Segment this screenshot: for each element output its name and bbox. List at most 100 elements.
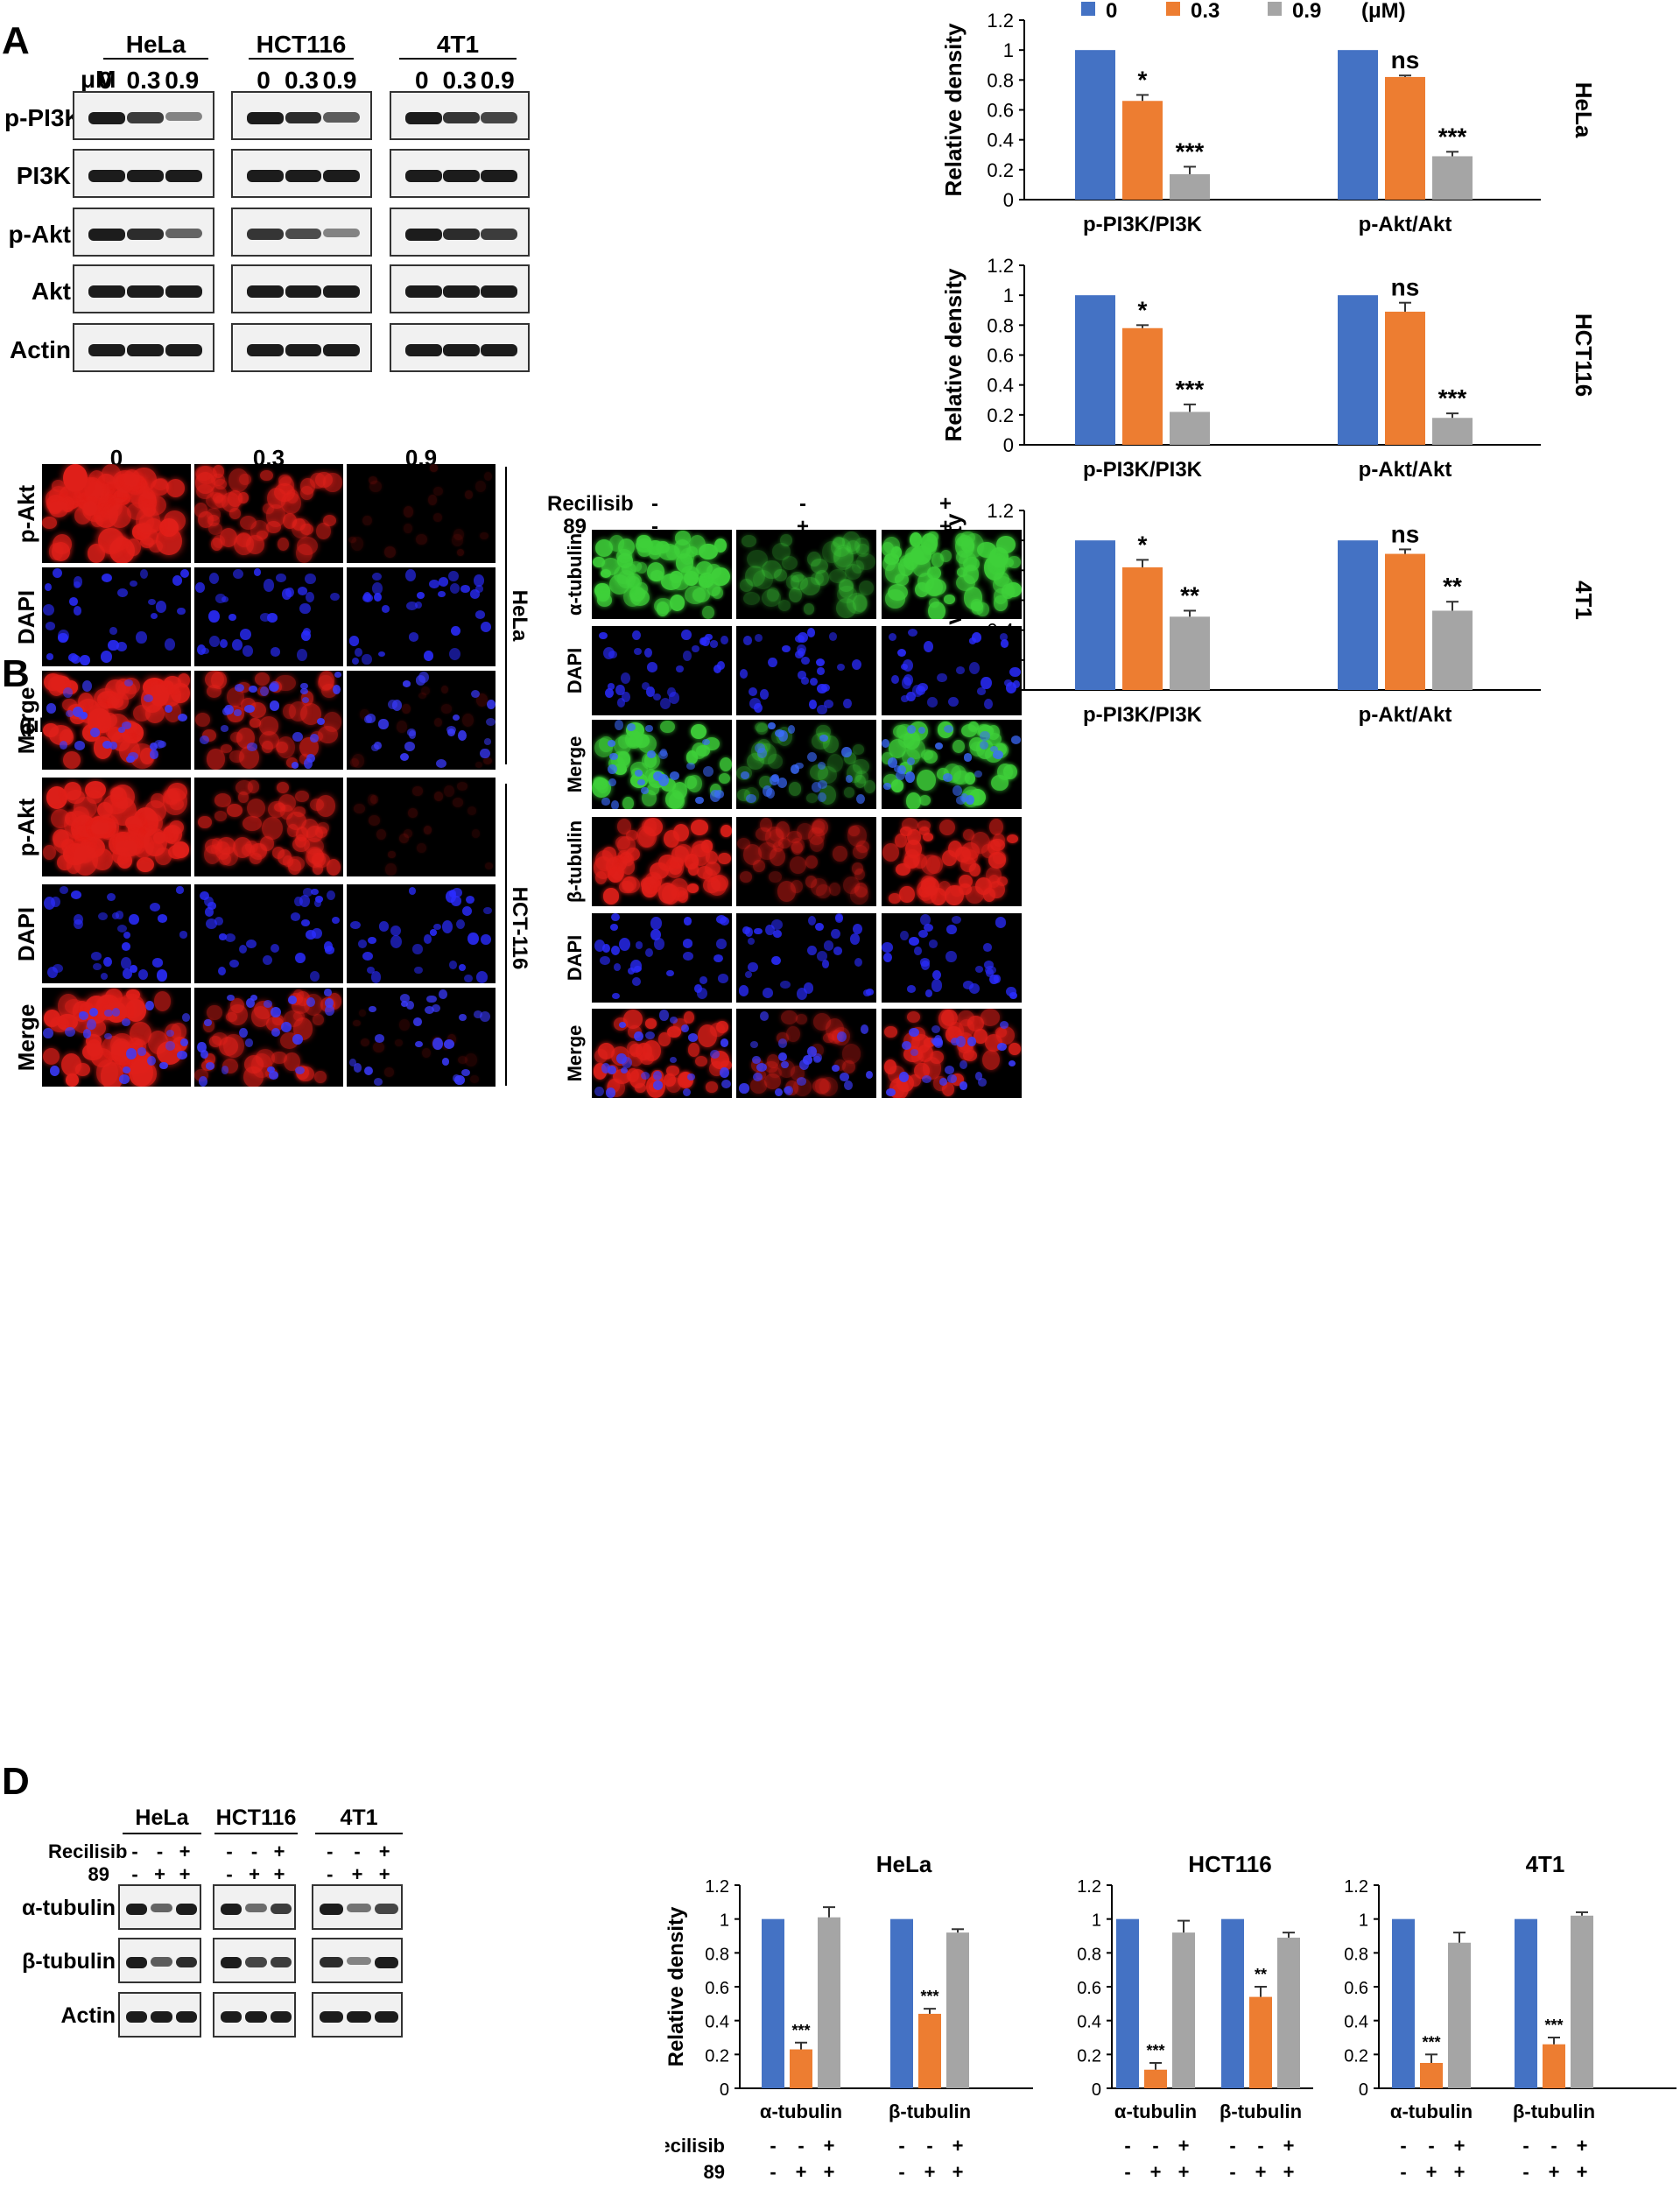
nucleus <box>780 981 791 989</box>
cell-body <box>242 815 262 832</box>
category-label: p-Akt/Akt <box>1359 458 1452 482</box>
significance-label: ns <box>1391 274 1420 301</box>
nucleus <box>966 794 974 805</box>
cell-body <box>399 834 410 844</box>
nucleus <box>195 582 205 594</box>
western-blot-strip <box>231 264 372 313</box>
nucleus <box>947 1074 957 1083</box>
nucleus <box>46 966 58 978</box>
cell-body <box>65 1073 79 1087</box>
protein-band <box>88 112 126 124</box>
nucleus <box>770 919 783 930</box>
protein-band <box>247 344 284 356</box>
nucleus <box>233 709 243 716</box>
group-underline <box>249 58 354 60</box>
cell-body <box>739 870 753 883</box>
nucleus <box>388 700 397 710</box>
significance-label: ** <box>1443 573 1462 600</box>
nucleus <box>897 764 906 774</box>
nucleus <box>121 1018 130 1027</box>
nucleus <box>334 671 342 679</box>
nucleus <box>267 1066 275 1073</box>
protein-band <box>165 285 202 298</box>
nucleus <box>659 698 671 710</box>
cell-body <box>84 482 110 505</box>
nucleus <box>795 762 804 770</box>
bar <box>762 1918 784 2088</box>
cell-body <box>429 464 439 472</box>
nucleus <box>762 785 773 798</box>
category-label: p-PI3K/PI3K <box>1083 703 1203 727</box>
nucleus <box>906 757 915 766</box>
nucleus <box>855 793 865 804</box>
cell-body <box>423 826 432 835</box>
treatment-sign: + <box>1178 2135 1190 2157</box>
nucleus <box>808 700 817 709</box>
nucleus <box>975 1072 983 1080</box>
protein-band <box>126 112 165 123</box>
cell-body <box>194 713 211 728</box>
cell-body <box>974 1028 988 1044</box>
cell-body <box>812 1013 832 1031</box>
nucleus <box>43 1027 53 1039</box>
nucleus <box>324 1004 334 1017</box>
cell-body <box>616 818 631 834</box>
nucleus <box>46 703 56 714</box>
nucleus <box>860 1024 869 1034</box>
nucleus <box>245 939 257 949</box>
bar <box>1221 1918 1244 2088</box>
nucleus <box>165 1030 174 1037</box>
row-label: p-Akt <box>13 484 39 543</box>
nucleus <box>917 682 929 693</box>
cell-body <box>457 1055 467 1064</box>
nucleus <box>926 697 938 708</box>
cell-body <box>230 997 245 1013</box>
nucleus <box>353 1063 362 1073</box>
nucleus <box>317 718 326 726</box>
nucleus <box>172 575 183 586</box>
row-label: Merge <box>13 1003 39 1071</box>
cell-body <box>887 583 908 602</box>
protein-band <box>125 1904 148 1915</box>
nucleus <box>659 1010 669 1021</box>
nucleus <box>450 582 460 594</box>
nucleus <box>611 946 621 956</box>
nucleus <box>923 641 933 653</box>
cell-body <box>288 701 307 722</box>
nucleus <box>159 1061 168 1070</box>
nucleus <box>696 988 708 1000</box>
cell-body <box>351 753 364 768</box>
nucleus <box>901 663 909 671</box>
nucleus <box>716 939 727 949</box>
nucleus <box>46 622 56 630</box>
nucleus <box>720 1038 729 1047</box>
nucleus <box>667 686 676 698</box>
nucleus <box>749 687 757 697</box>
nucleus <box>300 682 309 690</box>
nucleus <box>851 658 862 671</box>
nucleus <box>239 629 251 641</box>
protein-band <box>125 2011 148 2023</box>
cell-body <box>124 816 142 831</box>
cell-body <box>944 595 956 605</box>
cell-body <box>902 748 921 766</box>
nucleus <box>682 939 693 949</box>
bar <box>1432 610 1473 690</box>
nucleus <box>244 704 255 714</box>
cell-body <box>135 506 160 535</box>
panel-a-charts: 00.20.40.60.811.2****p-PI3K/PI3Kns***p-A… <box>940 0 1597 727</box>
cell-body <box>805 855 819 869</box>
cell-body <box>889 892 901 904</box>
nucleus <box>50 1066 60 1077</box>
cell-body <box>51 808 70 828</box>
cell-body <box>211 474 225 486</box>
significance-label: * <box>1138 296 1148 323</box>
cell-body <box>777 880 796 902</box>
nucleus <box>426 995 437 1003</box>
nucleus <box>611 800 620 809</box>
western-blot-strip <box>73 208 214 257</box>
treatment-sign: - <box>1400 2135 1406 2157</box>
nucleus <box>959 1081 967 1090</box>
cell-body <box>594 849 614 871</box>
cell-body <box>456 548 465 556</box>
